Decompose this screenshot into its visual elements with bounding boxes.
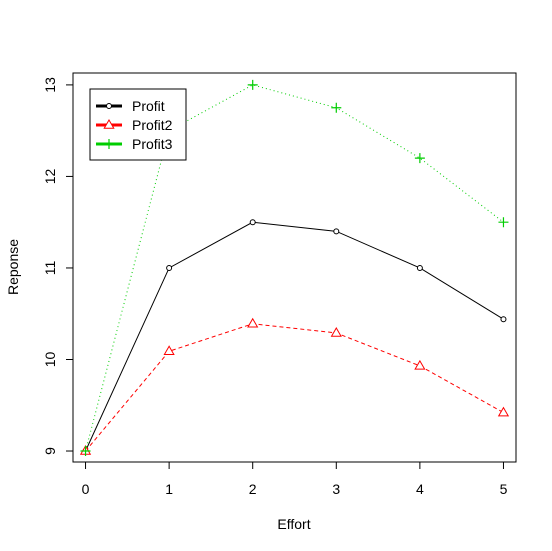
data-point-profit: [416, 264, 423, 271]
y-tick-label: 11: [42, 260, 58, 275]
data-point-profit3: [498, 217, 509, 228]
series-line-profit: [85, 221, 504, 452]
y-tick-label: 9: [42, 447, 58, 455]
legend-label-profit3: Profit3: [132, 136, 173, 152]
data-point-profit3: [331, 102, 342, 113]
data-point-profit2: [330, 326, 342, 337]
legend-marker-profit2: [103, 118, 115, 129]
x-tick-label: 1: [165, 481, 173, 497]
x-axis: 0 1 2 3 4 5: [82, 461, 508, 497]
data-point-profit3: [414, 153, 425, 164]
y-tick-label: 13: [42, 77, 58, 93]
y-axis-label: Reponse: [5, 239, 21, 295]
series-line-profit2: [85, 323, 504, 452]
data-point-profit2: [247, 317, 259, 328]
data-point-profit: [333, 228, 340, 235]
x-tick-label: 2: [249, 481, 257, 497]
x-axis-label: Effort: [277, 516, 310, 532]
data-point-profit: [500, 316, 507, 323]
series-line-profit3: [85, 84, 504, 452]
legend-label-profit: Profit: [132, 98, 165, 114]
legend-marker-profit3: [104, 139, 114, 149]
y-tick-label: 10: [42, 351, 58, 367]
legend-label-profit2: Profit2: [132, 117, 173, 133]
x-tick-label: 4: [416, 481, 424, 497]
data-point-profit: [249, 219, 256, 226]
legend-marker-profit: [106, 103, 112, 109]
y-tick-label: 12: [42, 168, 58, 184]
legend: Profit Profit2 Profit3: [89, 88, 187, 161]
data-point-profit3: [80, 446, 91, 457]
series-profit2: [79, 317, 510, 455]
y-axis: 9 10 11 12 13: [42, 77, 74, 455]
data-point-profit2: [497, 406, 510, 417]
data-point-profit: [166, 264, 173, 271]
data-point-profit2: [163, 345, 175, 355]
series-layer: [79, 79, 510, 457]
series-profit: [82, 219, 507, 455]
x-tick-label: 0: [82, 481, 90, 497]
x-tick-label: 3: [332, 481, 340, 497]
x-tick-label: 5: [500, 481, 508, 497]
data-point-profit2: [414, 359, 426, 370]
data-point-profit3: [247, 79, 258, 90]
